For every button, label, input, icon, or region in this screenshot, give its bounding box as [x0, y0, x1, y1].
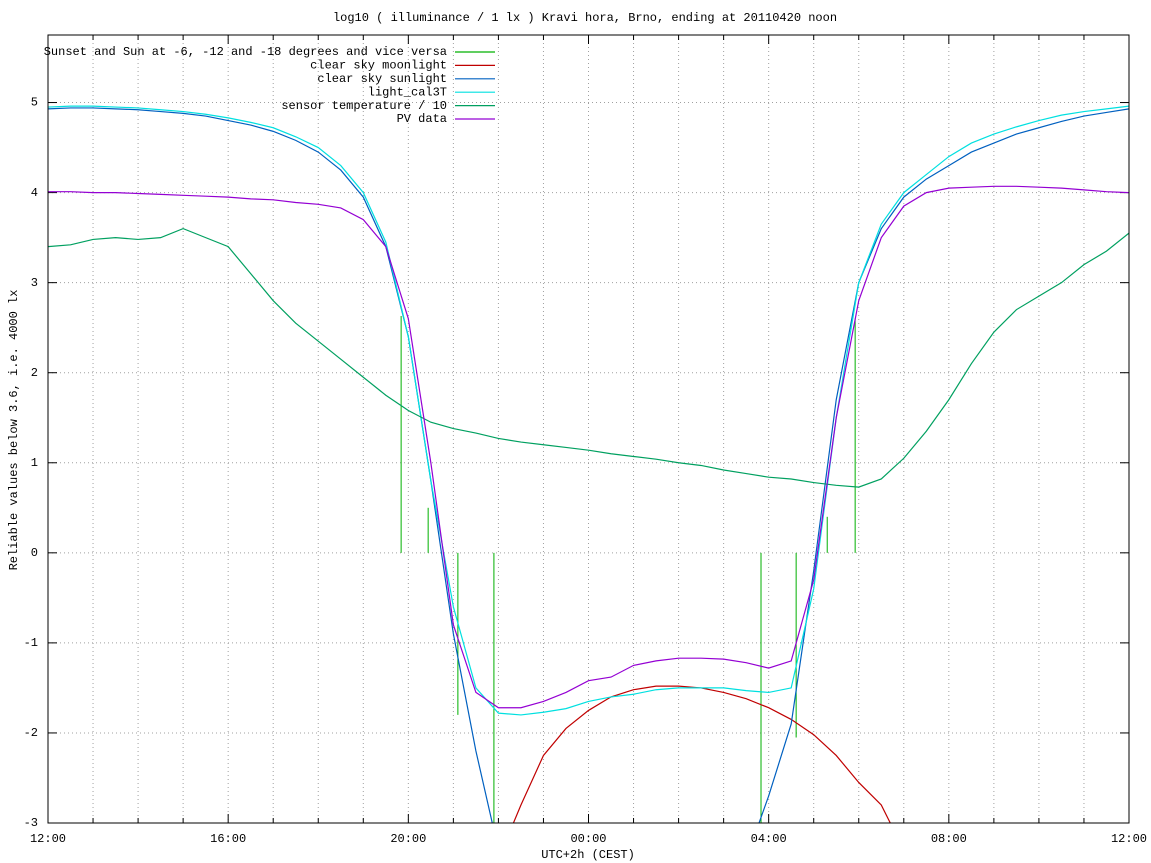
- y-tick-label: 3: [31, 276, 38, 290]
- x-tick-label: 08:00: [931, 832, 967, 846]
- y-tick-label: -2: [24, 726, 38, 740]
- y-tick-label: 2: [31, 366, 38, 380]
- legend-label: PV data: [397, 112, 447, 126]
- x-tick-label: 12:00: [1111, 832, 1147, 846]
- x-tick-label: 16:00: [210, 832, 246, 846]
- y-tick-label: 4: [31, 186, 38, 200]
- series-line: [48, 185, 1129, 709]
- x-tick-label: 12:00: [30, 832, 66, 846]
- y-tick-label: 5: [31, 96, 38, 110]
- legend-label: sensor temperature / 10: [281, 99, 447, 113]
- x-tick-label: 20:00: [390, 832, 426, 846]
- series-line: [48, 227, 1129, 488]
- legend-label: clear sky sunlight: [317, 72, 447, 86]
- y-tick-label: 1: [31, 456, 38, 470]
- x-tick-label: 04:00: [751, 832, 787, 846]
- x-tick-label: 00:00: [570, 832, 606, 846]
- y-tick-label: -1: [24, 636, 38, 650]
- legend-label: clear sky moonlight: [310, 59, 447, 73]
- plot-area: [48, 105, 1129, 823]
- chart-title: log10 ( illuminance / 1 lx ) Kravi hora,…: [333, 11, 837, 25]
- x-axis-label: UTC+2h (CEST): [541, 848, 635, 862]
- legend-label: light_cal3T: [368, 85, 447, 99]
- y-tick-label: 0: [31, 546, 38, 560]
- y-tick-label: -3: [24, 816, 38, 830]
- series-line: [48, 105, 1129, 716]
- y-axis-label: Reliable values below 3.6, i.e. 4000 lx: [7, 290, 21, 571]
- series-line: [512, 685, 891, 823]
- plot-border: [47, 34, 1130, 824]
- legend-label: Sunset and Sun at -6, -12 and -18 degree…: [44, 45, 447, 59]
